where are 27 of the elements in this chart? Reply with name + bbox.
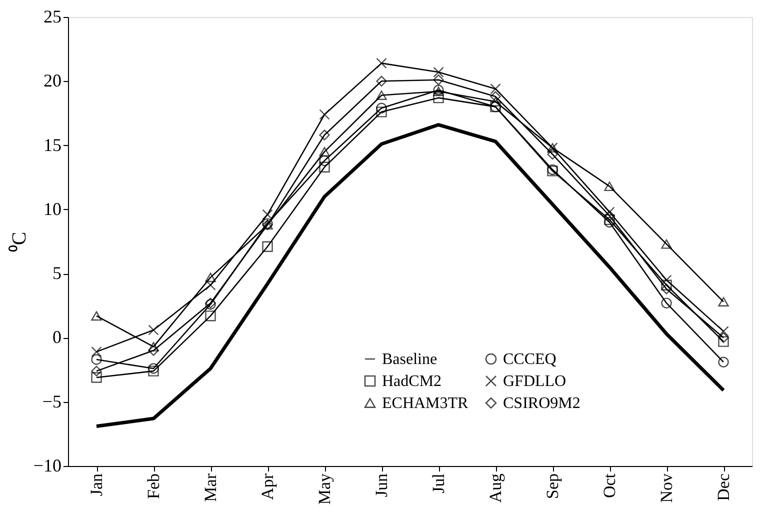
legend-label: GFDLLO xyxy=(503,373,566,390)
legend-label: HadCM2 xyxy=(382,373,442,390)
y-tick-label: 25 xyxy=(44,6,62,26)
x-tick-label: Oct xyxy=(600,473,619,498)
y-tick-label: 10 xyxy=(44,198,62,219)
x-tick-label: Apr xyxy=(258,473,277,500)
x-tick-label: Jul xyxy=(429,473,448,494)
legend-label: CSIRO9M2 xyxy=(503,395,580,412)
x-tick-label: Jun xyxy=(372,473,391,498)
y-tick-label: 15 xyxy=(44,134,62,155)
x-tick-label: Nov xyxy=(657,473,676,503)
y-tick-label: 20 xyxy=(44,70,62,91)
x-tick-label: Dec xyxy=(714,473,733,501)
legend-label: Baseline xyxy=(382,351,438,368)
legend-label: CCCEQ xyxy=(503,351,557,368)
y-tick-label: 0 xyxy=(52,327,62,348)
y-tick-label: −10 xyxy=(33,456,62,476)
legend-label: ECHAM3TR xyxy=(382,395,469,412)
x-tick-label: Feb xyxy=(144,474,163,499)
x-tick-label: Sep xyxy=(543,474,562,499)
x-tick-label: Mar xyxy=(201,473,220,502)
y-tick-label: −5 xyxy=(42,391,62,412)
y-tick-label: 5 xyxy=(52,263,62,284)
x-tick-label: Aug xyxy=(486,473,505,503)
y-axis-title: ⁰C xyxy=(7,232,30,252)
x-tick-label: May xyxy=(315,473,334,505)
x-tick-label: Jan xyxy=(87,473,106,496)
